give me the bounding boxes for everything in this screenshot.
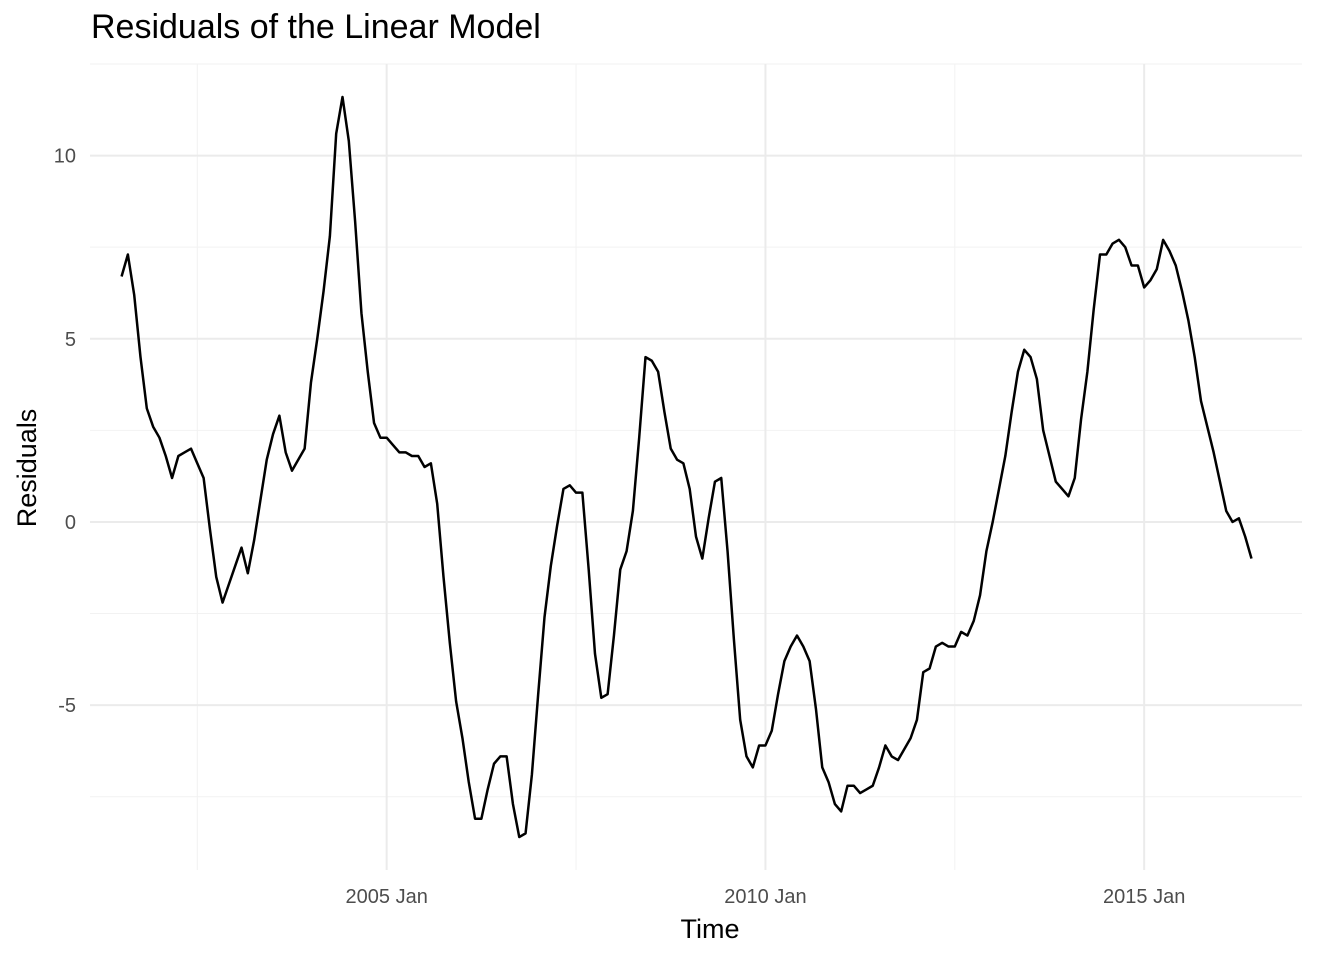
y-tick-label: 5 xyxy=(65,329,76,351)
y-tick-label: 0 xyxy=(65,512,76,534)
y-tick-label: -5 xyxy=(58,695,76,717)
y-axis-title: Residuals xyxy=(12,409,42,528)
x-tick-label: 2005 Jan xyxy=(346,886,428,908)
chart-title: Residuals of the Linear Model xyxy=(91,8,541,46)
x-axis-title: Time xyxy=(681,914,740,944)
minor-gridlines xyxy=(90,63,1302,870)
x-tick-label: 2010 Jan xyxy=(724,886,806,908)
residual-series-line xyxy=(120,95,1253,839)
y-tick-label: 10 xyxy=(54,146,76,168)
y-axis-ticks: -5 0 5 10 xyxy=(54,146,76,718)
major-gridlines xyxy=(90,64,1302,870)
x-tick-label: 2015 Jan xyxy=(1103,886,1185,908)
x-axis-ticks: 2005 Jan 2010 Jan 2015 Jan xyxy=(346,886,1186,908)
